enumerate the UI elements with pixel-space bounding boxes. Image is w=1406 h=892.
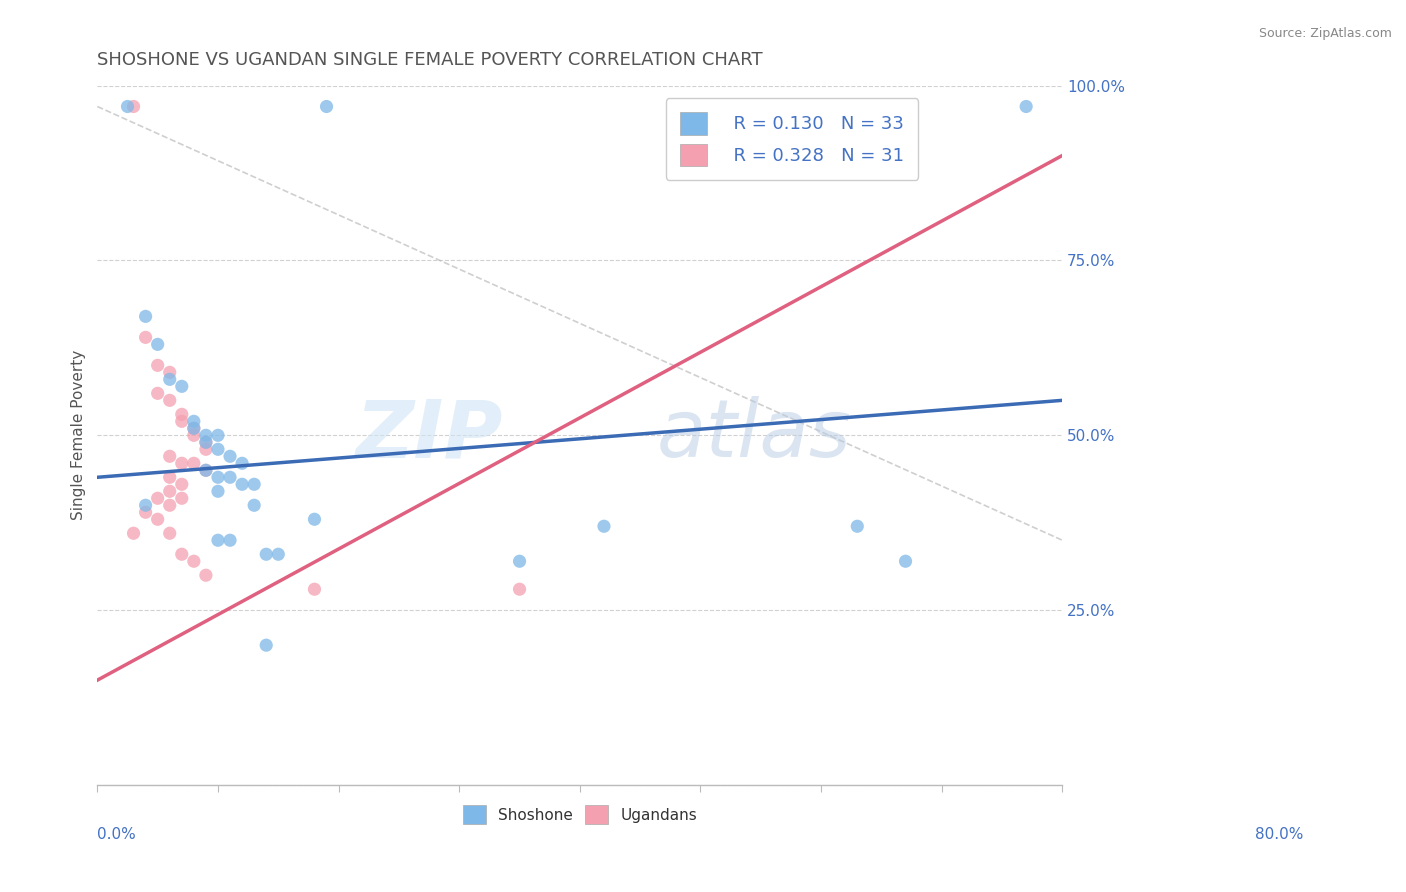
Point	[159, 393, 181, 408]
Point	[254, 547, 277, 561]
Point	[207, 484, 229, 499]
Point	[170, 547, 193, 561]
Point	[170, 379, 193, 393]
Point	[183, 421, 205, 435]
Point	[194, 435, 217, 450]
Point	[170, 456, 193, 470]
Point	[135, 310, 157, 324]
Point	[509, 554, 531, 568]
Point	[194, 442, 217, 457]
Text: atlas: atlas	[657, 396, 852, 475]
Point	[183, 421, 205, 435]
Point	[146, 491, 169, 506]
Point	[117, 99, 139, 113]
Point	[183, 428, 205, 442]
Point	[170, 491, 193, 506]
Text: ZIP: ZIP	[356, 396, 503, 475]
Point	[254, 638, 277, 652]
Point	[146, 386, 169, 401]
Point	[194, 428, 217, 442]
Point	[1015, 99, 1038, 113]
Point	[207, 428, 229, 442]
Point	[159, 484, 181, 499]
Point	[243, 477, 266, 491]
Point	[231, 456, 253, 470]
Point	[170, 414, 193, 428]
Point	[170, 477, 193, 491]
Point	[183, 554, 205, 568]
Point	[159, 498, 181, 512]
Point	[159, 365, 181, 379]
Point	[122, 99, 145, 113]
Point	[509, 582, 531, 597]
Point	[146, 359, 169, 373]
Point	[135, 330, 157, 344]
Point	[146, 512, 169, 526]
Point	[315, 99, 337, 113]
Point	[219, 470, 242, 484]
Point	[159, 372, 181, 386]
Point	[231, 477, 253, 491]
Point	[194, 463, 217, 477]
Point	[135, 505, 157, 519]
Point	[194, 568, 217, 582]
Point	[122, 526, 145, 541]
Point	[146, 337, 169, 351]
Text: 80.0%: 80.0%	[1256, 827, 1303, 842]
Text: 0.0%: 0.0%	[97, 827, 136, 842]
Point	[894, 554, 917, 568]
Y-axis label: Single Female Poverty: Single Female Poverty	[72, 351, 86, 520]
Point	[170, 407, 193, 421]
Point	[207, 533, 229, 548]
Text: SHOSHONE VS UGANDAN SINGLE FEMALE POVERTY CORRELATION CHART: SHOSHONE VS UGANDAN SINGLE FEMALE POVERT…	[97, 51, 763, 69]
Point	[267, 547, 290, 561]
Point	[846, 519, 869, 533]
Point	[159, 450, 181, 464]
Point	[159, 470, 181, 484]
Point	[194, 463, 217, 477]
Point	[207, 470, 229, 484]
Point	[219, 533, 242, 548]
Point	[159, 526, 181, 541]
Point	[219, 450, 242, 464]
Point	[243, 498, 266, 512]
Text: Source: ZipAtlas.com: Source: ZipAtlas.com	[1258, 27, 1392, 40]
Legend: Shoshone, Ugandans: Shoshone, Ugandans	[457, 799, 703, 830]
Point	[207, 442, 229, 457]
Point	[593, 519, 616, 533]
Point	[135, 498, 157, 512]
Point	[194, 435, 217, 450]
Point	[304, 582, 326, 597]
Point	[183, 456, 205, 470]
Point	[183, 414, 205, 428]
Point	[304, 512, 326, 526]
